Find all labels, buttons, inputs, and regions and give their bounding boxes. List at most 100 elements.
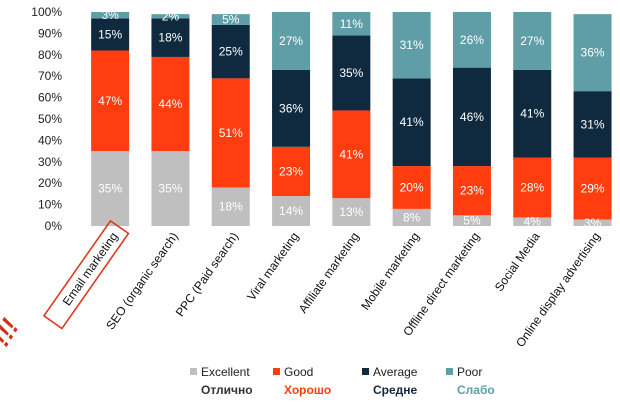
bars bbox=[91, 12, 612, 226]
data-label: 26% bbox=[460, 33, 484, 47]
data-label: 35% bbox=[98, 182, 122, 196]
highlight-rect bbox=[42, 219, 130, 330]
y-tick-label: 0% bbox=[45, 219, 63, 233]
legend-label: Poor bbox=[457, 365, 482, 379]
bar-segment-poor bbox=[392, 12, 431, 79]
bar-segment-average bbox=[211, 24, 250, 79]
x-category-label: Email marketing bbox=[60, 230, 121, 309]
bar-segment-average bbox=[151, 18, 190, 57]
y-tick-label: 20% bbox=[38, 176, 62, 190]
legend-label-ru: Отлично bbox=[201, 383, 253, 397]
data-label: 47% bbox=[98, 94, 122, 108]
bar-segment-good bbox=[573, 157, 612, 220]
data-label: 27% bbox=[279, 34, 303, 48]
legend-label-ru: Средне bbox=[373, 383, 418, 397]
bar-segment-excellent bbox=[91, 151, 130, 226]
bar-segment-excellent bbox=[513, 217, 552, 226]
data-label: 35% bbox=[339, 66, 363, 80]
data-label: 35% bbox=[158, 182, 182, 196]
bar-segment-good bbox=[151, 56, 190, 152]
y-tick-label: 40% bbox=[38, 133, 62, 147]
bar-segment-average bbox=[573, 91, 612, 158]
y-tick-label: 100% bbox=[31, 5, 62, 19]
bar-segment-good bbox=[272, 146, 311, 197]
legend-label: Excellent bbox=[201, 365, 250, 379]
bar-segment-poor bbox=[272, 12, 311, 70]
data-label: 14% bbox=[279, 204, 303, 218]
bar-segment-good bbox=[332, 110, 371, 199]
data-label: 31% bbox=[581, 117, 605, 131]
y-axis: 0% 10% 20% 30% 40% 50% 60% 70% 80% 90% 100% bbox=[31, 5, 62, 233]
data-label: 13% bbox=[339, 205, 363, 219]
data-label: 23% bbox=[460, 184, 484, 198]
legend-label-ru: Слабо bbox=[457, 383, 495, 397]
legend-swatch bbox=[190, 368, 197, 375]
data-label: 11% bbox=[340, 17, 363, 31]
bar-segment-average bbox=[392, 78, 431, 167]
bar-segment-good bbox=[91, 50, 130, 152]
data-label: 25% bbox=[219, 45, 243, 59]
bar-segment-good bbox=[513, 157, 552, 218]
bar-segment-excellent bbox=[392, 208, 431, 226]
y-tick-label: 50% bbox=[38, 112, 62, 126]
data-label: 31% bbox=[400, 38, 424, 52]
bar-segment-average bbox=[513, 69, 552, 158]
highlight-box bbox=[42, 219, 130, 330]
y-tick-label: 90% bbox=[38, 26, 62, 40]
legend-swatch bbox=[273, 368, 280, 375]
y-tick-label: 70% bbox=[38, 69, 62, 83]
bar-segment-good bbox=[452, 166, 491, 216]
bar-segment-average bbox=[91, 18, 130, 51]
bar-segment-average bbox=[272, 69, 311, 147]
data-label: 2% bbox=[162, 9, 180, 23]
data-label: 51% bbox=[219, 126, 243, 140]
legend-swatch bbox=[362, 368, 369, 375]
bar-segment-poor bbox=[332, 12, 371, 36]
segment-labels: 35% 47% 15% 3% 35% 44% 18% 2% 18% 51% 25% 5% 14% 23% 3… bbox=[98, 8, 605, 230]
bar-segment-excellent bbox=[151, 151, 190, 226]
data-label: 3% bbox=[101, 8, 119, 22]
bar-segment-poor bbox=[573, 14, 612, 92]
data-label: 20% bbox=[400, 180, 424, 194]
x-category-label: PPC (Paid search) bbox=[173, 230, 241, 319]
alert-mark-text: !!! bbox=[0, 313, 25, 351]
data-label: 36% bbox=[581, 46, 605, 60]
data-label: 36% bbox=[279, 101, 303, 115]
data-label: 29% bbox=[581, 182, 605, 196]
data-label: 41% bbox=[400, 115, 424, 129]
bar-segment-good bbox=[211, 78, 250, 188]
data-label: 41% bbox=[520, 107, 544, 121]
bar-segment-excellent bbox=[211, 187, 250, 226]
data-label: 3% bbox=[584, 216, 602, 230]
bar-segment-poor bbox=[91, 12, 130, 19]
data-label: 8% bbox=[403, 210, 421, 224]
y-tick-label: 60% bbox=[38, 91, 62, 105]
y-tick-label: 80% bbox=[38, 48, 62, 62]
bar-segment-good bbox=[392, 166, 431, 209]
y-tick-label: 30% bbox=[38, 155, 62, 169]
data-label: 18% bbox=[158, 31, 182, 45]
data-label: 28% bbox=[520, 180, 544, 194]
data-label: 46% bbox=[460, 110, 484, 124]
data-label: 15% bbox=[98, 27, 122, 41]
legend-swatch bbox=[446, 368, 453, 375]
bar-segment-poor bbox=[211, 14, 250, 25]
x-category-label: Affiliate marketing bbox=[296, 230, 362, 316]
bar-segment-excellent bbox=[452, 215, 491, 226]
x-category-label: Viral marketing bbox=[244, 230, 301, 303]
bar-segment-average bbox=[332, 35, 371, 111]
legend-label-ru: Хорошо bbox=[284, 383, 331, 397]
data-label: 44% bbox=[158, 97, 182, 111]
data-label: 5% bbox=[222, 12, 240, 26]
x-category-label: Social Media bbox=[492, 229, 543, 294]
x-category-label: Mobile marketing bbox=[358, 230, 422, 313]
data-label: 23% bbox=[279, 164, 303, 178]
data-label: 27% bbox=[520, 34, 544, 48]
legend-label: Average bbox=[373, 365, 418, 379]
alert-mark: !!! bbox=[0, 313, 25, 351]
data-label: 5% bbox=[463, 214, 481, 228]
data-label: 41% bbox=[339, 147, 363, 161]
bar-segment-poor bbox=[513, 12, 552, 70]
